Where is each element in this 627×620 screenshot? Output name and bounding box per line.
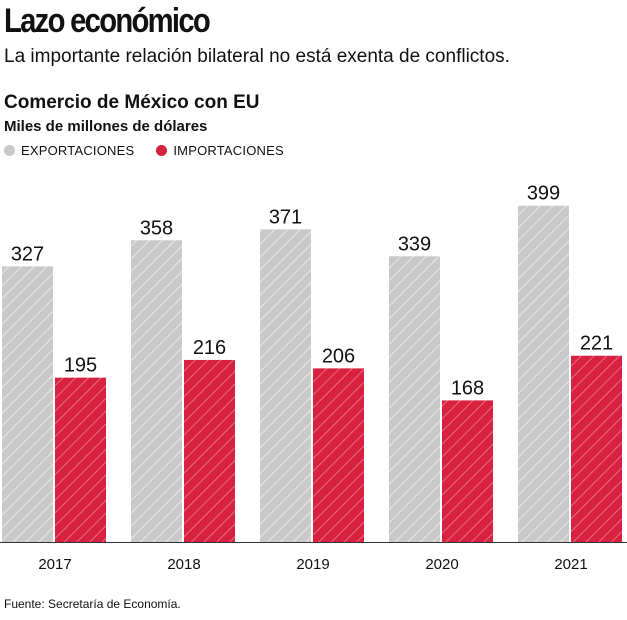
bar-importaciones-2017: [55, 377, 106, 542]
bar-exportaciones-2017: [2, 266, 53, 542]
chart-legend: EXPORTACIONES IMPORTACIONES: [4, 143, 306, 158]
page-title: Lazo económico: [4, 2, 211, 40]
legend-swatch-exportaciones: [4, 145, 15, 156]
data-label-exportaciones-2018: 358: [140, 217, 173, 239]
bar-importaciones-2021: [571, 355, 622, 542]
page-subtitle: La importante relación bilateral no está…: [4, 46, 510, 67]
bar-exportaciones-2018: [131, 240, 182, 542]
bar-exportaciones-2021: [518, 205, 569, 542]
data-label-importaciones-2020: 168: [451, 377, 484, 399]
bar-importaciones-2018: [184, 359, 235, 542]
x-tick-label-2019: 2019: [296, 556, 329, 573]
bar-importaciones-2020: [442, 400, 493, 542]
chart-unit-label: Miles de millones de dólares: [4, 118, 208, 135]
source-note: Fuente: Secretaría de Economía.: [4, 597, 181, 611]
x-tick-label-2021: 2021: [554, 556, 587, 573]
data-label-exportaciones-2020: 339: [398, 233, 431, 255]
data-label-importaciones-2021: 221: [580, 333, 613, 355]
data-label-importaciones-2017: 195: [64, 355, 97, 377]
legend-swatch-importaciones: [156, 145, 168, 156]
bar-exportaciones-2019: [260, 229, 311, 543]
x-tick-label-2020: 2020: [425, 556, 458, 573]
data-label-importaciones-2018: 216: [193, 337, 226, 359]
data-label-exportaciones-2019: 371: [269, 206, 302, 228]
data-label-exportaciones-2021: 399: [527, 183, 560, 205]
legend-item-exportaciones: EXPORTACIONES: [4, 143, 134, 158]
bar-importaciones-2019: [313, 368, 364, 542]
data-label-exportaciones-2017: 327: [11, 243, 44, 265]
legend-item-importaciones: IMPORTACIONES: [156, 143, 284, 158]
x-tick-label-2018: 2018: [167, 556, 200, 573]
legend-label-exportaciones: EXPORTACIONES: [21, 143, 135, 158]
chart-title: Comercio de México con EU: [4, 92, 260, 113]
bar-exportaciones-2020: [389, 256, 440, 542]
legend-label-importaciones: IMPORTACIONES: [173, 143, 284, 158]
x-tick-label-2017: 2017: [38, 556, 71, 573]
bar-chart: 327 195 2017 358 216 2018 371 206 2019 339 168 2020…: [0, 183, 627, 573]
data-label-importaciones-2019: 206: [322, 345, 355, 367]
